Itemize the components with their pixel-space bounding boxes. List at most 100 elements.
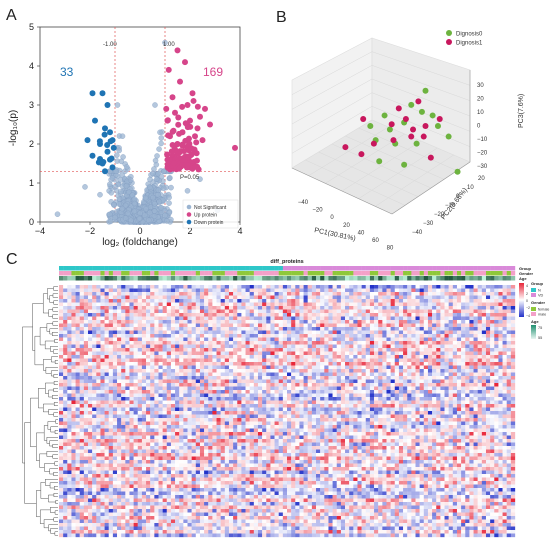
heatmap-cell — [96, 355, 101, 359]
heatmap-cell — [166, 302, 172, 307]
heatmap-cell — [257, 327, 263, 331]
heatmap-cell — [485, 344, 491, 349]
heatmap-cell — [121, 348, 126, 352]
heatmap-cell — [365, 365, 371, 370]
heatmap-cell — [415, 376, 420, 380]
heatmap-cell — [146, 386, 151, 391]
heatmap-cell — [461, 355, 466, 359]
heatmap-cell — [357, 362, 362, 366]
heatmap-cell — [432, 323, 437, 328]
heatmap-cell — [357, 386, 362, 391]
heatmap-cell — [465, 299, 470, 303]
heatmap-cell — [340, 327, 346, 331]
heatmap-cell — [398, 288, 404, 293]
annot-group-cell — [108, 266, 114, 271]
heatmap-cell — [502, 299, 507, 303]
heatmap-cell — [456, 299, 462, 303]
heatmap-cell — [386, 327, 391, 331]
heatmap-cell — [469, 295, 474, 300]
heatmap-cell — [390, 327, 395, 331]
annot-age-cell — [419, 276, 424, 281]
heatmap-cell — [133, 341, 138, 345]
heatmap-cell — [419, 320, 424, 324]
heatmap-cell — [253, 348, 259, 352]
heatmap-cell — [473, 306, 478, 310]
annot-group-cell — [382, 266, 387, 271]
heatmap-cell — [108, 316, 114, 321]
heatmap-cell — [96, 390, 101, 394]
heatmap-cell — [332, 348, 337, 352]
annot-group-cell — [233, 266, 238, 271]
heatmap-cell — [104, 327, 109, 331]
heatmap-cell — [336, 379, 342, 384]
heatmap-cell — [369, 390, 375, 394]
heatmap-cell — [307, 379, 313, 384]
heatmap-cell — [365, 355, 371, 359]
heatmap-cell — [187, 348, 192, 352]
heatmap-cell — [96, 309, 101, 314]
heatmap-cell — [369, 358, 375, 363]
heatmap-cell — [498, 372, 503, 377]
heatmap-cell — [403, 365, 408, 370]
heatmap-cell — [448, 351, 453, 356]
heatmap-cell — [398, 285, 404, 289]
heatmap-cell — [378, 369, 383, 373]
heatmap-cell — [386, 348, 391, 352]
heatmap-cell — [411, 320, 416, 324]
heatmap-cell — [465, 309, 470, 314]
heatmap-cell — [63, 386, 68, 391]
heatmap-cell — [357, 292, 362, 296]
heatmap-cell — [378, 316, 383, 321]
heatmap-cell — [278, 372, 284, 377]
heatmap-cell — [129, 299, 134, 303]
heatmap-cell — [494, 379, 499, 384]
heatmap-cell — [212, 390, 217, 394]
heatmap-cell — [440, 372, 445, 377]
heatmap-cell — [291, 334, 296, 338]
legend-label-ns: Not Significant — [194, 205, 227, 211]
heatmap-cell — [146, 341, 151, 345]
heatmap-cell — [361, 383, 366, 387]
heatmap-cell — [365, 348, 371, 352]
heatmap-cell — [166, 337, 172, 342]
heatmap-cell — [233, 383, 238, 387]
heatmap-cell — [485, 365, 491, 370]
heatmap-cell — [369, 330, 375, 335]
heatmap-cell — [220, 372, 225, 377]
heatmap-cell — [150, 306, 155, 310]
heatmap-cell — [332, 288, 337, 293]
heatmap-cell — [100, 330, 105, 335]
ns-point — [106, 211, 113, 218]
ns-point — [114, 152, 120, 158]
heatmap-cell — [117, 369, 122, 373]
heatmap-cell — [195, 358, 201, 363]
heatmap-cell — [340, 288, 346, 293]
heatmap-cell — [278, 320, 284, 324]
heatmap-cell — [170, 288, 176, 293]
heatmap-cell — [361, 316, 366, 321]
heatmap-cell — [88, 313, 93, 317]
annot-gender-cell — [216, 271, 221, 276]
heatmap-cell — [75, 383, 80, 387]
heatmap-cell — [378, 379, 383, 384]
heatmap-cell — [423, 369, 429, 373]
heatmap-cell — [299, 313, 304, 317]
annot-age-cell — [274, 276, 279, 281]
dendrogram-branch — [53, 493, 58, 497]
heatmap-cell — [328, 323, 333, 328]
heatmap-cell — [394, 358, 400, 363]
heatmap-cell — [83, 323, 89, 328]
heatmap-cell — [228, 320, 234, 324]
heatmap-cell — [208, 369, 213, 373]
heatmap-cell — [233, 348, 238, 352]
heatmap-cell — [257, 288, 263, 293]
heatmap-cell — [369, 302, 375, 307]
heatmap-cell — [257, 379, 263, 384]
heatmap-cell — [199, 386, 205, 391]
annot-group-cell — [403, 266, 408, 271]
heatmap-cell — [316, 355, 321, 359]
heatmap-cell — [374, 383, 379, 387]
heatmap-cell — [195, 295, 201, 300]
heatmap-cell — [216, 309, 221, 314]
heatmap-cell — [175, 320, 180, 324]
